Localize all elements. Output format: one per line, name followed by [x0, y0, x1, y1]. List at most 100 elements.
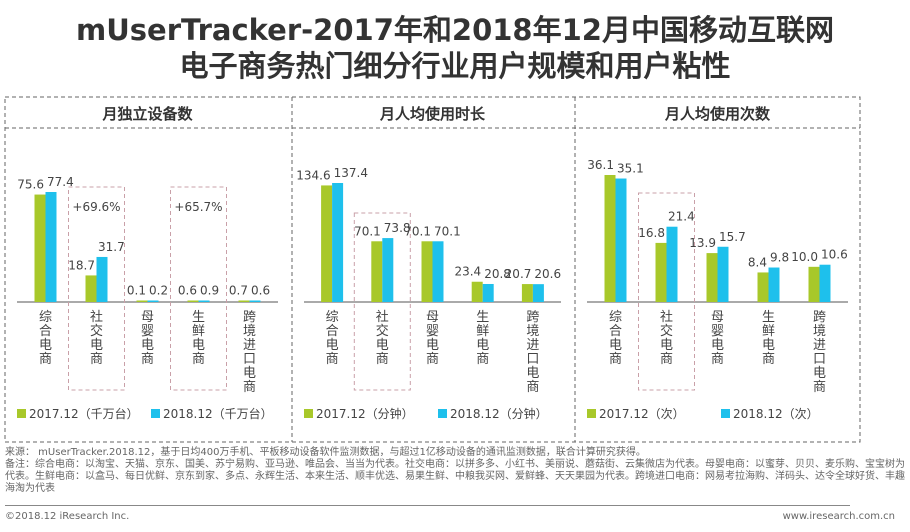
bar [757, 272, 769, 302]
bar [249, 300, 261, 302]
bar [808, 266, 820, 302]
data-label: 13.9 [689, 236, 716, 250]
category-label: 合 [39, 324, 52, 339]
category-label: 综 [39, 310, 52, 325]
footer-divider [5, 505, 850, 506]
bar [432, 241, 444, 302]
data-label: 10.0 [791, 250, 818, 264]
data-label: 75.6 [17, 178, 44, 192]
panel-title: 月独立设备数 [101, 105, 193, 123]
data-label: 36.1 [587, 158, 614, 172]
category-label: 电 [192, 338, 205, 353]
category-label: 交 [376, 323, 389, 339]
category-label: 社 [660, 309, 673, 325]
category-label: 社 [376, 309, 389, 325]
data-label: 20.7 [505, 267, 532, 281]
category-label: 母 [711, 310, 724, 325]
bar [768, 267, 780, 302]
category-label: 电 [39, 338, 52, 353]
category-label: 商 [660, 352, 673, 367]
category-label: 母 [141, 310, 154, 325]
data-label: 16.8 [638, 226, 665, 240]
category-label: 婴 [711, 324, 724, 339]
bar [819, 264, 831, 302]
highlight-box [170, 186, 227, 391]
category-label: 商 [326, 352, 339, 367]
notes: 来源： mUserTracker.2018.12，基于日均400万手机、平板移动… [5, 447, 905, 495]
category-label: 商 [426, 352, 439, 367]
data-label: 0.6 [251, 284, 270, 298]
category-label: 商 [243, 380, 256, 395]
category-label: 电 [426, 338, 439, 353]
data-label: 0.7 [229, 284, 248, 298]
data-label: 15.7 [719, 230, 746, 244]
copyright: ©2018.12 iResearch Inc. [5, 511, 130, 522]
category-label: 鲜 [192, 324, 205, 339]
category-label: 商 [192, 352, 205, 367]
legend-swatch [17, 409, 26, 418]
category-label: 跨 [243, 310, 256, 325]
bar [421, 241, 433, 302]
data-label: 8.4 [748, 255, 767, 269]
bar [532, 284, 544, 302]
bar [198, 300, 210, 302]
legend-label: 2018.12（次） [733, 407, 819, 421]
data-label: 23.4 [454, 265, 481, 279]
bar [382, 238, 394, 302]
category-label: 社 [90, 309, 103, 325]
data-label: 20.6 [534, 267, 561, 281]
category-label: 婴 [426, 324, 439, 339]
bar [604, 175, 616, 302]
category-label: 商 [141, 352, 154, 367]
category-label: 商 [813, 380, 826, 395]
source-note: 来源： mUserTracker.2018.12，基于日均400万手机、平板移动… [5, 447, 646, 458]
category-label: 电 [243, 366, 256, 381]
bar [521, 284, 533, 302]
bar [85, 275, 97, 302]
data-label: 77.4 [47, 175, 74, 189]
data-label: 137.4 [334, 166, 368, 180]
category-label: 境 [243, 324, 256, 339]
highlight-box [68, 186, 125, 391]
category-label: 境 [813, 324, 826, 339]
data-label: 70.1 [434, 224, 461, 238]
panel-title: 月人均使用次数 [664, 105, 771, 123]
bar [238, 300, 250, 302]
title-line-1: mUserTracker-2017年和2018年12月中国移动互联网 [76, 13, 834, 47]
category-label: 电 [660, 338, 673, 353]
legend-label: 2018.12（分钟） [450, 406, 548, 421]
data-label: 70.1 [354, 224, 381, 238]
category-label: 电 [609, 338, 622, 353]
category-label: 电 [813, 366, 826, 381]
data-label: 31.7 [98, 240, 125, 254]
category-label: 电 [376, 338, 389, 353]
category-label: 综 [609, 310, 622, 325]
data-label: 0.6 [178, 284, 197, 298]
category-label: 合 [609, 324, 622, 339]
data-label: 10.6 [821, 248, 848, 262]
bar [321, 185, 333, 302]
category-label: 进 [243, 338, 256, 353]
category-label: 合 [326, 324, 339, 339]
title-line-2: 电子商务热门细分行业用户规模和用户粘性 [179, 49, 731, 83]
bar [666, 226, 678, 302]
category-label: 生 [476, 310, 489, 325]
data-label: 18.7 [68, 258, 95, 272]
bar [706, 253, 718, 302]
legend-label: 2017.12（次） [599, 407, 685, 421]
highlight-box [638, 192, 695, 391]
growth-label: +65.7% [174, 200, 222, 214]
data-label: 0.1 [127, 284, 146, 298]
legend-swatch [151, 409, 160, 418]
category-label: 电 [326, 338, 339, 353]
category-label: 口 [243, 352, 256, 367]
category-label: 电 [90, 338, 103, 353]
bar [45, 192, 57, 302]
category-label: 商 [711, 352, 724, 367]
bar [332, 183, 344, 302]
website: www.iresearch.com.cn [782, 511, 895, 522]
category-label: 电 [476, 338, 489, 353]
legend-swatch [587, 409, 596, 418]
category-label: 电 [141, 338, 154, 353]
